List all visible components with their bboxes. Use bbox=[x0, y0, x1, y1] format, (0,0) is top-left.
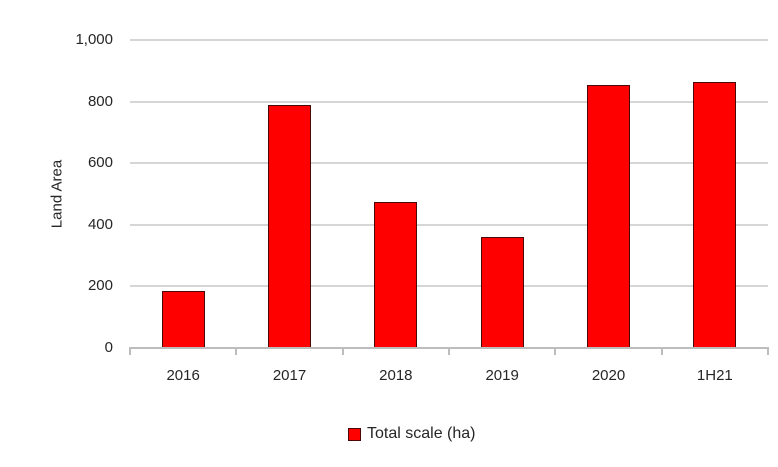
gridline bbox=[130, 162, 768, 165]
bar-2019 bbox=[480, 237, 524, 348]
y-tick-label: 200 bbox=[87, 277, 113, 295]
x-tick-label: 2017 bbox=[272, 367, 307, 384]
x-axis-tick bbox=[554, 347, 557, 355]
legend-swatch-icon bbox=[348, 427, 361, 441]
y-tick-label: 1,000 bbox=[75, 31, 113, 48]
plot-area bbox=[130, 39, 768, 348]
x-axis-tick bbox=[448, 347, 450, 355]
y-tick-label: 600 bbox=[87, 154, 113, 172]
x-tick-label: 2020 bbox=[591, 367, 626, 384]
legend-label: Total scale (ha) bbox=[367, 425, 476, 442]
x-tick-label: 2019 bbox=[485, 367, 519, 384]
gridline bbox=[130, 100, 768, 103]
gridline bbox=[130, 285, 768, 288]
x-tick-label: 2018 bbox=[379, 367, 413, 384]
y-tick-label: 400 bbox=[87, 215, 113, 233]
bar-2017 bbox=[268, 105, 311, 348]
y-tick-label: 800 bbox=[87, 92, 113, 110]
bar-1H21 bbox=[693, 82, 737, 348]
bar-2016 bbox=[161, 291, 205, 348]
bar-2018 bbox=[374, 202, 418, 348]
x-axis-tick bbox=[235, 347, 238, 355]
gridline bbox=[130, 223, 768, 226]
y-tick-label: 0 bbox=[104, 339, 113, 356]
legend: Total scale (ha) bbox=[348, 425, 476, 443]
x-axis-tick bbox=[341, 347, 344, 355]
x-tick-label: 2016 bbox=[166, 367, 200, 384]
x-axis-tick bbox=[129, 347, 131, 355]
x-axis-tick bbox=[660, 347, 663, 355]
bar-2020 bbox=[587, 85, 630, 348]
x-tick-label: 1H21 bbox=[696, 367, 733, 384]
x-axis-tick bbox=[767, 347, 769, 355]
gridline bbox=[130, 39, 768, 41]
